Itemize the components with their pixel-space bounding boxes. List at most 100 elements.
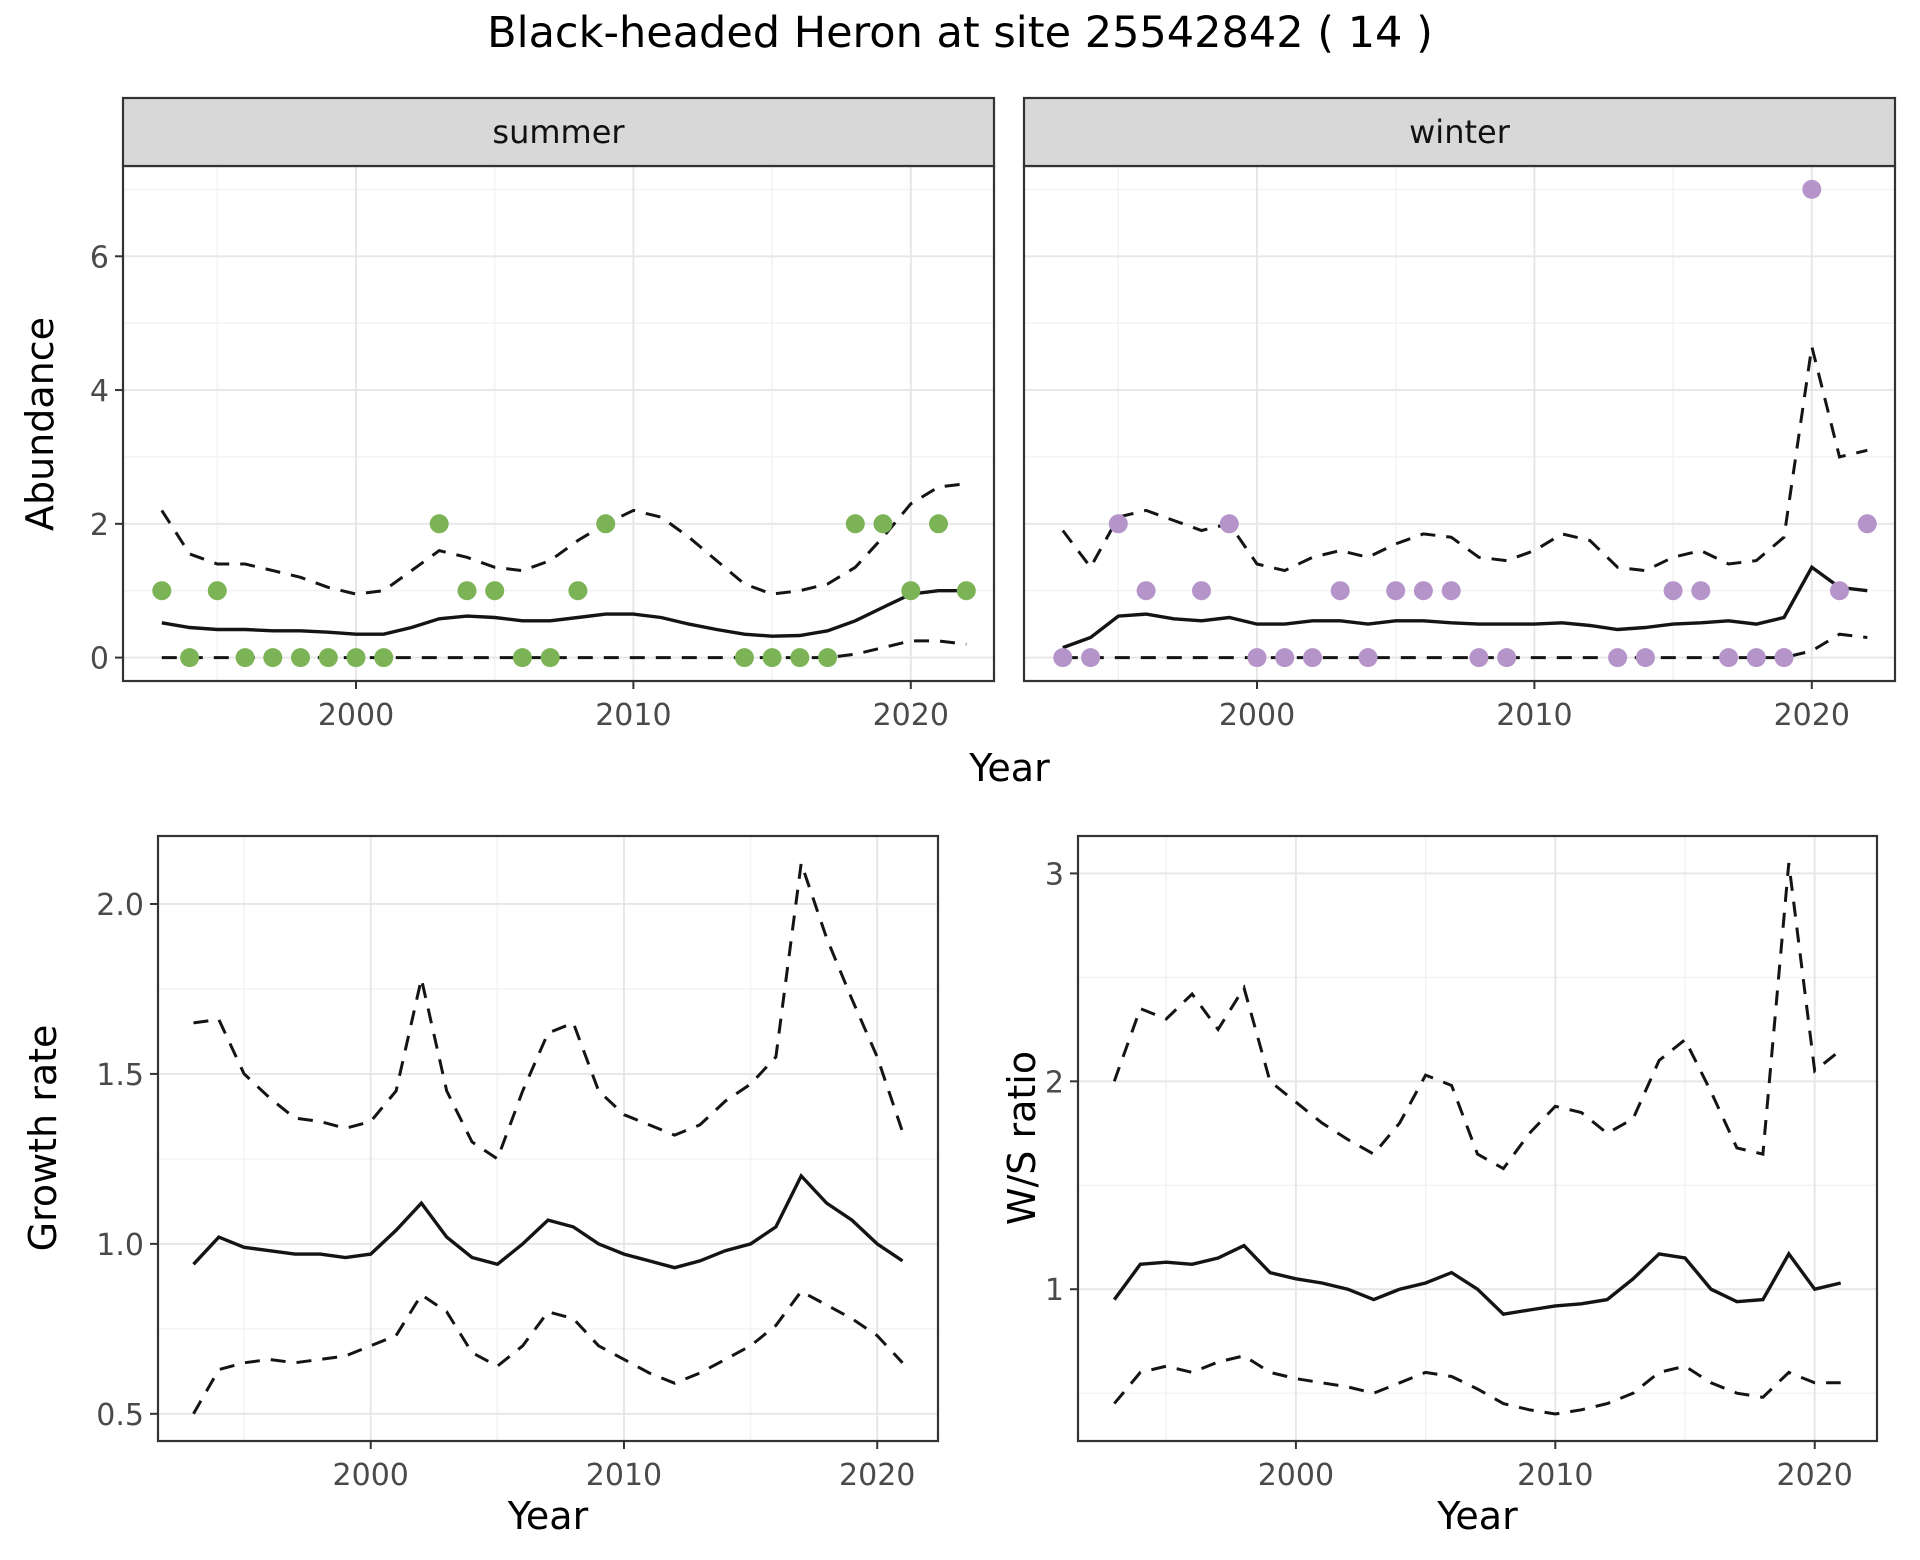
data-point [1053,648,1073,668]
y-tick-label: 1.0 [96,1228,144,1263]
x-tick-label: 2000 [318,698,394,733]
plot-background [1078,836,1877,1441]
plot-background [123,166,994,681]
major-gridlines [158,836,938,1441]
panel-growth-rate: 2000 2010 2020 0.5 1.0 1.5 2.0 [70,824,950,1501]
data-point [873,514,893,534]
abundance-summer-points [152,514,976,668]
abundance-summer-upper_ci-line [160,482,967,596]
panel-ws-ratio: 2000 2010 2020 1 2 3 [990,824,1889,1501]
panel-abundance-winter: winter 2000 2010 2020 [1004,92,1905,741]
growth-rate-median-line [192,1172,904,1270]
data-point [1386,581,1406,601]
data-point [374,648,394,668]
ws-ratio-lower_ci-line [1113,1354,1841,1416]
data-point [540,648,560,668]
x-tick-label: 2000 [1258,1458,1334,1493]
x-axis: 2000 2010 2020 [1258,1441,1853,1493]
data-point [1330,581,1350,601]
year-axis-label-growth: Year [507,1494,589,1538]
data-point [1857,514,1877,534]
plot-background [158,836,938,1441]
data-point [512,648,532,668]
data-point [1303,648,1322,668]
data-point [1746,648,1766,668]
data-point [1136,581,1156,601]
x-tick-label: 2000 [333,1458,409,1493]
ws-ratio-chart: 2000 2010 2020 1 2 3 [1045,834,1879,1493]
x-tick-label: 2010 [1496,698,1572,733]
data-point [1441,581,1461,601]
abundance-winter-upper_ci-line [1061,346,1868,573]
data-point [485,581,505,601]
x-axis: 2000 2010 2020 [333,1441,915,1493]
data-point [1358,648,1378,668]
x-tick-label: 2020 [1774,698,1850,733]
data-point [818,648,838,668]
y-axis: 1 2 3 [1045,857,1078,1308]
plot-background [1024,166,1895,681]
x-tick-label: 2010 [1517,1458,1593,1493]
data-point [568,581,588,601]
data-point [734,648,754,668]
year-axis-label-ws: Year [1437,1494,1518,1538]
data-point [207,581,227,601]
growth-rate-axis-label: Growth rate [21,1024,65,1252]
data-point [291,648,310,668]
abundance-winter-chart: winter 2000 2010 2020 [1022,96,1897,733]
y-tick-label: 1 [1045,1273,1064,1308]
data-point [1802,179,1822,199]
minor-gridlines [123,166,994,681]
y-tick-label: 2 [90,508,109,543]
data-point [318,648,338,668]
facet-strip [1022,96,1897,168]
data-point [1469,648,1489,668]
data-point [596,514,616,534]
abundance-winter-lower_ci-line [1062,632,1868,660]
data-point [346,648,366,668]
y-tick-label: 2 [1045,1065,1064,1100]
y-tick-label: 0.5 [96,1398,144,1433]
minor-gridlines [158,836,938,1441]
data-point [1830,581,1849,601]
y-tick-label: 3 [1045,857,1064,892]
abundance-winter-median-line [1062,564,1868,650]
data-point [845,514,865,534]
panel-abundance-summer: summer 2000 2010 2020 0 2 4 6 [48,92,1004,741]
y-tick-label: 6 [90,240,109,275]
y-tick-label: 1.5 [96,1058,144,1093]
data-point [1719,648,1739,668]
data-point [457,581,477,601]
y-tick-label: 4 [90,374,109,409]
data-point [1108,514,1128,534]
growth-rate-upper_ci-line [193,862,904,1162]
major-gridlines [1078,836,1877,1441]
data-point [762,648,782,668]
x-tick-label: 2000 [1219,698,1295,733]
data-point [1192,581,1211,601]
year-axis-label-top: Year [969,746,1050,790]
data-point [152,581,172,601]
x-tick-label: 2010 [586,1458,662,1493]
data-point [1081,648,1101,668]
data-point [1635,648,1655,668]
facet-strip [121,96,996,168]
data-point [1413,581,1433,601]
abundance-summer-chart: summer 2000 2010 2020 0 2 4 6 [90,96,996,733]
x-tick-label: 2010 [595,698,671,733]
panel-border [156,834,940,1443]
y-tick-label: 2.0 [96,888,144,923]
data-point [429,514,449,534]
data-point [263,648,283,668]
data-point [1497,648,1517,668]
ws-ratio-upper_ci-line [1112,862,1842,1171]
data-point [956,581,976,601]
facet-label: summer [492,113,625,151]
data-point [929,514,948,534]
data-point [1691,581,1711,601]
data-point [790,648,810,668]
data-point [235,648,255,668]
data-point [1663,581,1683,601]
abundance-summer-median-line [161,589,967,638]
